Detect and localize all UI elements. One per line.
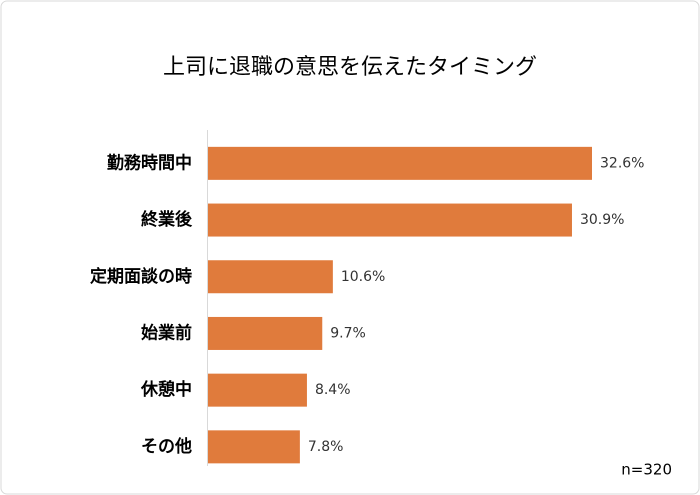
data-label: 8.4% (315, 382, 351, 398)
bar (208, 260, 333, 294)
category-label: 始業前 (141, 322, 192, 343)
data-label: 32.6% (600, 155, 644, 171)
bar (208, 146, 592, 180)
category-label: 終業後 (141, 209, 193, 230)
chart-title: 上司に退職の意思を伝えたタイミング (163, 55, 537, 80)
data-label: 9.7% (330, 325, 366, 341)
bar (208, 316, 323, 350)
bar (208, 430, 300, 464)
bar (208, 203, 572, 237)
category-label: その他 (141, 436, 192, 457)
data-label: 7.8% (308, 439, 344, 455)
data-label: 10.6% (341, 269, 385, 285)
category-label: 勤務時間中 (107, 152, 192, 173)
data-label: 30.9% (580, 212, 624, 228)
annotation: n=320 (621, 461, 672, 479)
category-label: 定期面談の時 (90, 266, 192, 287)
category-label: 休憩中 (140, 379, 192, 400)
bar (208, 373, 307, 407)
